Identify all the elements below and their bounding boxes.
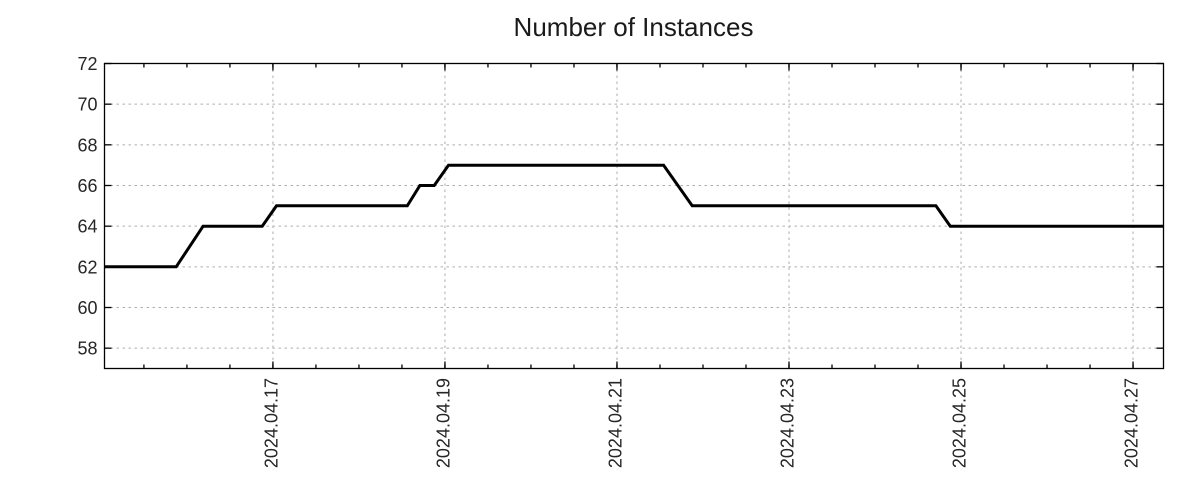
x-tick-label: 2024.04.19: [433, 378, 453, 468]
x-tick-label: 2024.04.25: [950, 378, 970, 468]
y-tick-label: 62: [77, 257, 97, 277]
y-tick-label: 64: [77, 217, 97, 237]
x-tick-label: 2024.04.23: [777, 378, 797, 468]
y-tick-label: 68: [77, 135, 97, 155]
x-tick-label: 2024.04.27: [1122, 378, 1142, 468]
y-tick-label: 66: [77, 176, 97, 196]
y-tick-label: 70: [77, 95, 97, 115]
y-tick-label: 72: [77, 54, 97, 74]
data-line-instances: [104, 163, 1164, 269]
axis-frame: [103, 62, 1165, 370]
chart-title: Number of Instances: [513, 12, 754, 42]
y-tick-label: 60: [77, 298, 97, 318]
y-tick-label: 58: [77, 339, 97, 359]
x-tick-label: 2024.04.21: [605, 378, 625, 468]
x-tick-label: 2024.04.17: [261, 378, 281, 468]
